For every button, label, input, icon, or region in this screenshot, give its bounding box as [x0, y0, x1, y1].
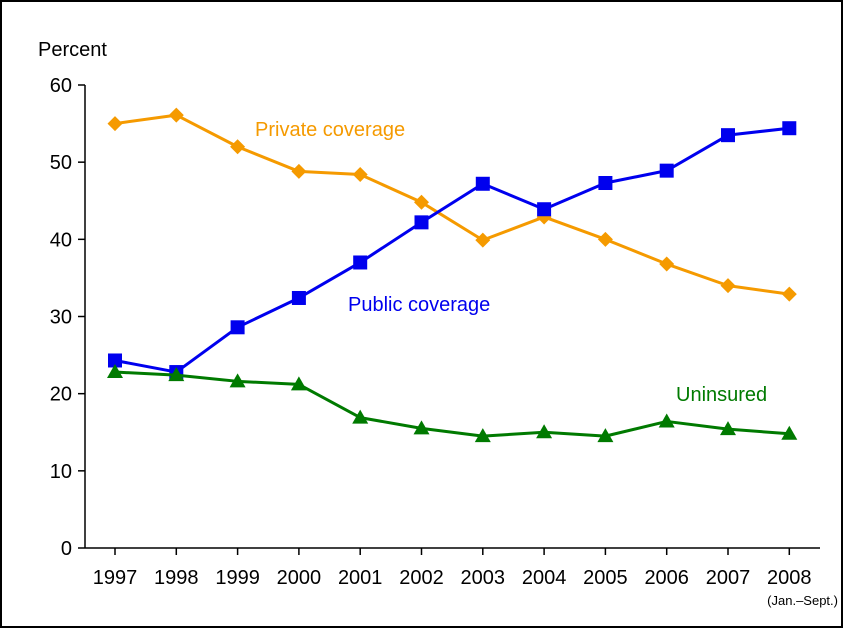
- x-tick-label: 1998: [154, 567, 199, 589]
- series-label: Public coverage: [348, 294, 490, 316]
- data-point-square: [659, 163, 674, 178]
- data-point-triangle: [107, 364, 123, 379]
- data-point-triangle: [536, 424, 553, 439]
- data-point-square: [230, 320, 245, 335]
- data-point-diamond: [107, 116, 123, 132]
- x-tick-label: 2006: [644, 567, 689, 589]
- data-point-triangle: [352, 409, 369, 424]
- data-point-triangle: [290, 376, 307, 391]
- y-tick-label: 10: [50, 461, 72, 483]
- axes: 0 10 20 30 40 50 60 1997 1998 1999 2000 2001 2002 200…: [50, 75, 820, 589]
- data-point-triangle: [720, 421, 736, 436]
- series-label: Private coverage: [255, 119, 405, 141]
- series-uninsured: [107, 364, 798, 443]
- data-point-diamond: [291, 163, 307, 179]
- x-tick-label: 2004: [522, 567, 567, 589]
- data-point-diamond: [414, 194, 429, 210]
- data-point-square: [537, 202, 552, 217]
- x-tick-label: 2008: [767, 567, 812, 589]
- data-point-triangle: [597, 428, 614, 443]
- x-tick-label: 1997: [93, 567, 138, 589]
- data-point-square: [475, 176, 490, 191]
- data-point-triangle: [229, 373, 246, 388]
- data-point-square: [108, 353, 122, 368]
- series-line: [114, 370, 790, 438]
- x-tick-label: 2001: [338, 567, 383, 589]
- x-tick-label: 2005: [583, 567, 628, 589]
- data-point-square: [598, 176, 613, 191]
- series-layer: [107, 107, 798, 443]
- data-point-diamond: [475, 232, 491, 248]
- data-point-triangle: [658, 413, 675, 428]
- x-tick-label: 2007: [706, 567, 751, 589]
- x-tick-label: 2003: [461, 567, 506, 589]
- data-point-diamond: [168, 107, 184, 123]
- y-tick-label: 60: [50, 75, 72, 97]
- y-tick-label: 30: [50, 307, 72, 329]
- data-point-triangle: [168, 367, 185, 382]
- data-point-triangle: [781, 425, 798, 440]
- x-tick-label: 2002: [399, 567, 444, 589]
- series-line: [114, 126, 790, 374]
- data-point-diamond: [597, 231, 613, 247]
- data-point-diamond: [352, 167, 368, 183]
- data-point-triangle: [474, 428, 491, 443]
- data-point-diamond: [230, 139, 246, 155]
- data-point-square: [414, 215, 429, 230]
- y-tick-label: 50: [50, 152, 72, 174]
- x-tick-label: 1999: [215, 567, 260, 589]
- series-labels: Private coverage Public coverage Uninsured: [255, 119, 767, 406]
- y-axis-label: Percent: [38, 39, 107, 61]
- data-point-square: [782, 121, 797, 136]
- series-private-coverage: [107, 107, 797, 302]
- data-point-diamond: [659, 256, 675, 272]
- y-tick-label: 20: [50, 384, 72, 406]
- data-point-square: [721, 128, 735, 143]
- series-line: [114, 113, 790, 296]
- x-axis-note: (Jan.–Sept.): [767, 593, 838, 608]
- data-point-triangle: [413, 420, 430, 435]
- series-label: Uninsured: [676, 384, 767, 406]
- y-tick-label: 40: [50, 229, 72, 251]
- data-point-square: [291, 290, 306, 305]
- data-point-square: [353, 255, 368, 270]
- series-public-coverage: [108, 121, 797, 380]
- data-point-diamond: [720, 278, 736, 294]
- y-tick-label: 0: [61, 538, 72, 560]
- x-tick-label: 2000: [277, 567, 322, 589]
- data-point-diamond: [781, 286, 797, 302]
